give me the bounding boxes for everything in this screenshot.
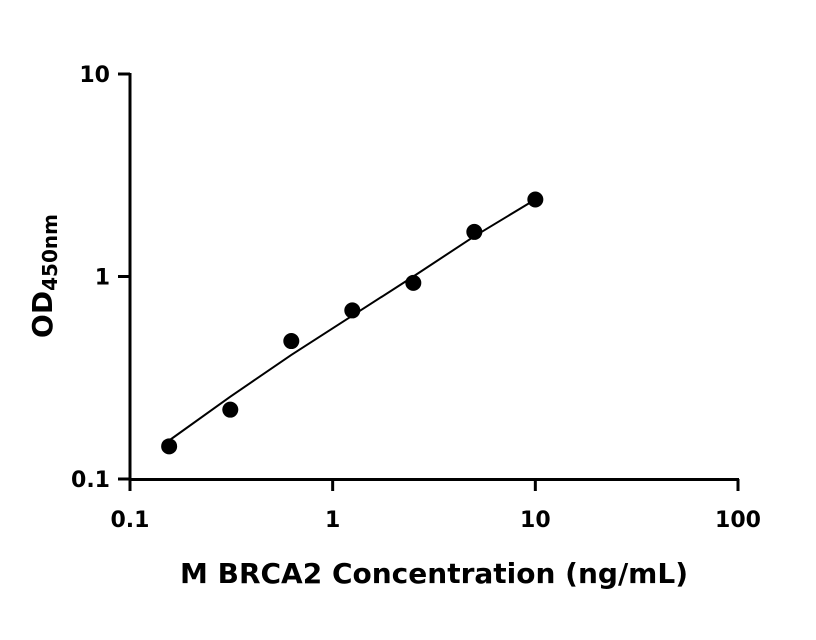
x-tick-label: 0.1 [111, 508, 150, 533]
data-point [344, 302, 361, 319]
data-point [222, 401, 239, 418]
x-tick-label: 1 [325, 508, 340, 533]
x-tick-label: 10 [520, 508, 551, 533]
y-tick-label: 0.1 [71, 468, 110, 493]
y-axis-title-sub: 450nm [38, 214, 62, 291]
data-point [466, 223, 483, 240]
data-point [527, 191, 544, 208]
axes [128, 73, 739, 481]
y-axis-title-main: OD [26, 291, 59, 338]
x-tick-label: 100 [715, 508, 761, 533]
data-point [283, 333, 300, 350]
y-axis-title: OD450nm [26, 214, 62, 338]
y-tick-label: 1 [95, 266, 110, 291]
ticks: 0.1 1 10 100 0.1 1 10 [71, 63, 761, 533]
y-tick-label: 10 [79, 63, 110, 88]
data-points [161, 191, 544, 455]
data-point [161, 438, 178, 455]
x-axis-title: M BRCA2 Concentration (ng/mL) [180, 557, 688, 590]
data-point [405, 274, 422, 291]
